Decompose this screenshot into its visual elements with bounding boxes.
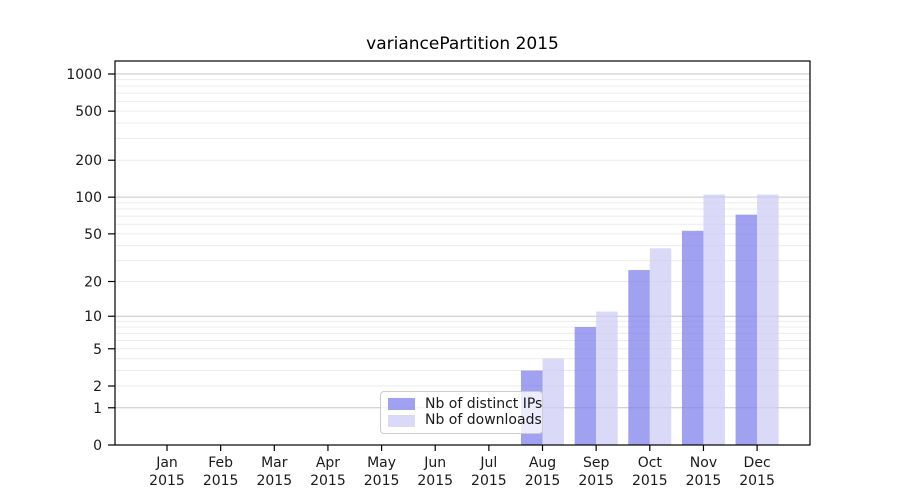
x-axis-tick-label-month: Jul [479,455,497,471]
y-axis-tick-label: 500 [75,104,102,120]
bar-distinct-ips-dec [735,214,758,445]
y-axis-tick-label: 100 [75,190,102,206]
bar-distinct-ips-sep [574,327,597,445]
x-axis-tick-label-month: Jan [155,455,178,471]
bar-downloads-dec [757,194,779,445]
x-axis-tick-label-month: Oct [638,455,663,471]
x-axis-tick-label-year: 2015 [310,473,346,489]
x-axis-tick-label-year: 2015 [632,473,668,489]
bar-downloads-aug [542,358,565,445]
x-axis-tick-label-year: 2015 [525,473,561,489]
chart-title: variancePartition 2015 [366,34,559,54]
x-axis-tick-label-month: Feb [208,455,233,471]
x-axis-tick-label-year: 2015 [256,473,292,489]
legend: Nb of distinct IPs Nb of downloads [380,391,543,434]
bar-distinct-ips-nov [681,230,704,445]
legend-label-distinct-ips: Nb of distinct IPs [425,395,543,412]
x-axis-tick-label-month: May [367,455,396,471]
y-axis-tick-label: 200 [75,153,102,169]
x-axis-tick-label-year: 2015 [578,473,614,489]
y-axis-tick-label: 20 [84,275,102,291]
x-axis-tick-label-year: 2015 [149,473,185,489]
x-axis-tick-label-month: Aug [529,455,556,471]
x-axis-tick-label-month: Nov [690,455,717,471]
bar-distinct-ips-oct [628,270,650,445]
x-axis-tick-label-year: 2015 [203,473,239,489]
legend-swatch-downloads-icon [388,414,415,427]
bar-downloads-sep [596,311,618,445]
x-axis-tick-label-year: 2015 [417,473,453,489]
x-axis-tick-label-year: 2015 [364,473,400,489]
legend-item-distinct-ips: Nb of distinct IPs [388,396,542,412]
y-axis-tick-label: 1000 [66,67,102,83]
x-axis-tick-label-year: 2015 [471,473,507,489]
bar-downloads-oct [649,248,672,445]
x-axis-tick-label-month: Sep [583,455,610,471]
y-axis-tick-label: 0 [93,438,102,454]
y-axis-tick-label: 5 [93,342,102,358]
bar-downloads-nov [703,194,725,445]
x-axis-tick-label-month: Mar [261,455,288,471]
axes-frame [114,60,811,446]
x-axis-tick-label-year: 2015 [739,473,775,489]
y-axis-tick-label: 10 [84,309,102,325]
x-axis-tick-label-month: Jun [423,455,446,471]
legend-swatch-distinct-ips-icon [388,398,415,411]
y-axis-tick-label: 2 [93,379,102,395]
x-axis-tick-label-month: Dec [744,455,771,471]
legend-label-downloads: Nb of downloads [425,412,542,429]
x-axis-tick-label-month: Apr [316,455,340,471]
y-axis-tick-label: 50 [84,227,102,243]
legend-item-downloads: Nb of downloads [388,413,542,428]
y-axis-tick-label: 1 [93,401,102,417]
x-axis-tick-label-year: 2015 [686,473,722,489]
